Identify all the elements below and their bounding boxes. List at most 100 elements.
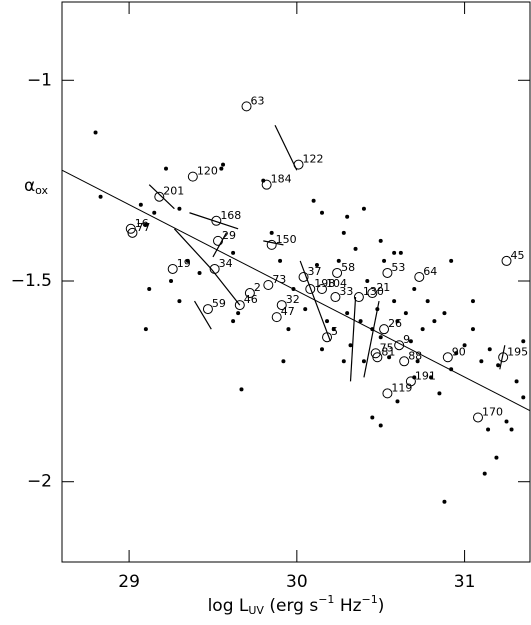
vector-segment — [349, 297, 357, 382]
data-point — [486, 427, 491, 432]
data-point — [494, 455, 499, 460]
data-point — [361, 359, 366, 364]
data-point — [432, 319, 437, 324]
y-axis-label-part: ox — [35, 184, 48, 197]
labeled-point — [261, 179, 272, 190]
y-tick-label: −1 — [27, 70, 52, 90]
data-point — [143, 327, 148, 332]
data-point — [504, 419, 509, 424]
y-axis-label: αox​ — [24, 176, 49, 197]
data-point — [449, 367, 454, 372]
data-point — [361, 206, 366, 211]
data-point — [382, 258, 387, 263]
x-tick-label: 31 — [454, 572, 476, 592]
vector-segment — [274, 124, 298, 171]
data-point — [370, 327, 375, 332]
data-point — [269, 230, 274, 235]
vector-segment — [189, 212, 239, 230]
data-point — [454, 351, 459, 356]
data-point — [177, 299, 182, 304]
point-label: 58 — [341, 261, 355, 274]
labeled-point — [382, 267, 393, 278]
labeled-point — [298, 271, 309, 282]
plot-frame — [61, 1, 531, 563]
data-point — [442, 499, 447, 504]
vector-segment — [210, 268, 241, 306]
labeled-point — [405, 376, 416, 387]
x-axis-label-part: Hz — [334, 596, 361, 616]
vector-segment — [194, 300, 212, 330]
data-point — [415, 359, 420, 364]
data-point — [442, 311, 447, 316]
data-point — [412, 287, 417, 292]
data-point — [219, 166, 224, 171]
point-label: 73 — [272, 273, 286, 286]
labeled-point — [399, 356, 410, 367]
point-label: 191 — [415, 369, 436, 382]
data-point — [336, 258, 341, 263]
data-point — [403, 311, 408, 316]
data-point — [395, 319, 400, 324]
labeled-point — [367, 288, 378, 299]
data-point — [291, 287, 296, 292]
point-label: 168 — [220, 209, 241, 222]
labeled-point — [209, 263, 220, 274]
labeled-point — [154, 191, 165, 202]
data-point — [221, 162, 226, 167]
point-label: 32 — [286, 293, 300, 306]
point-label: 37 — [308, 265, 322, 278]
data-point — [311, 198, 316, 203]
data-point — [281, 359, 286, 364]
data-point — [392, 299, 397, 304]
data-point — [398, 250, 403, 255]
point-label: 104 — [326, 277, 347, 290]
data-point — [378, 238, 383, 243]
y-tick-label: −2 — [27, 472, 52, 492]
data-point — [462, 343, 467, 348]
data-point — [395, 399, 400, 404]
data-point — [341, 359, 346, 364]
data-point — [185, 258, 190, 263]
data-point — [164, 166, 168, 171]
labeled-point — [211, 215, 222, 226]
point-label: 198 — [314, 277, 335, 290]
point-label: 34 — [219, 257, 233, 270]
point-label: 16 — [135, 217, 149, 230]
labeled-point — [234, 300, 245, 311]
x-tick-label: 29 — [118, 572, 140, 592]
data-point — [138, 202, 143, 207]
vector-segment — [363, 300, 380, 378]
x-axis-label-part: −1 — [362, 593, 378, 606]
point-label: 88 — [408, 349, 422, 362]
point-label: 170 — [482, 405, 503, 418]
data-point — [375, 307, 380, 312]
data-point — [197, 270, 202, 275]
labeled-point — [127, 227, 138, 238]
data-point — [348, 343, 353, 348]
x-axis-label-part: (erg s — [264, 596, 318, 616]
x-axis-label-part: ) — [378, 596, 385, 616]
data-point — [239, 387, 244, 392]
x-axis-label-part: −1 — [318, 593, 334, 606]
data-point — [378, 423, 383, 428]
data-point — [514, 379, 519, 384]
point-label: 53 — [391, 261, 405, 274]
point-label: 195 — [507, 345, 528, 358]
data-point — [392, 250, 397, 255]
labeled-point — [317, 284, 327, 295]
data-point — [331, 327, 336, 332]
data-point — [177, 206, 182, 211]
point-label: 90 — [452, 345, 466, 358]
point-label: 9 — [403, 333, 410, 346]
point-label: 150 — [276, 233, 297, 246]
x-axis-label-part: UV — [248, 604, 264, 617]
x-axis-label: log LUV​ (erg s−1​ Hz−1​) — [208, 593, 385, 617]
y-tick-label: −1.5 — [11, 271, 52, 291]
point-label: 21 — [376, 281, 390, 294]
labeled-point — [330, 292, 341, 303]
labeled-point — [263, 280, 274, 291]
x-axis-label-part: log L — [208, 596, 249, 616]
point-label: 47 — [281, 305, 295, 318]
point-label: 46 — [244, 293, 258, 306]
